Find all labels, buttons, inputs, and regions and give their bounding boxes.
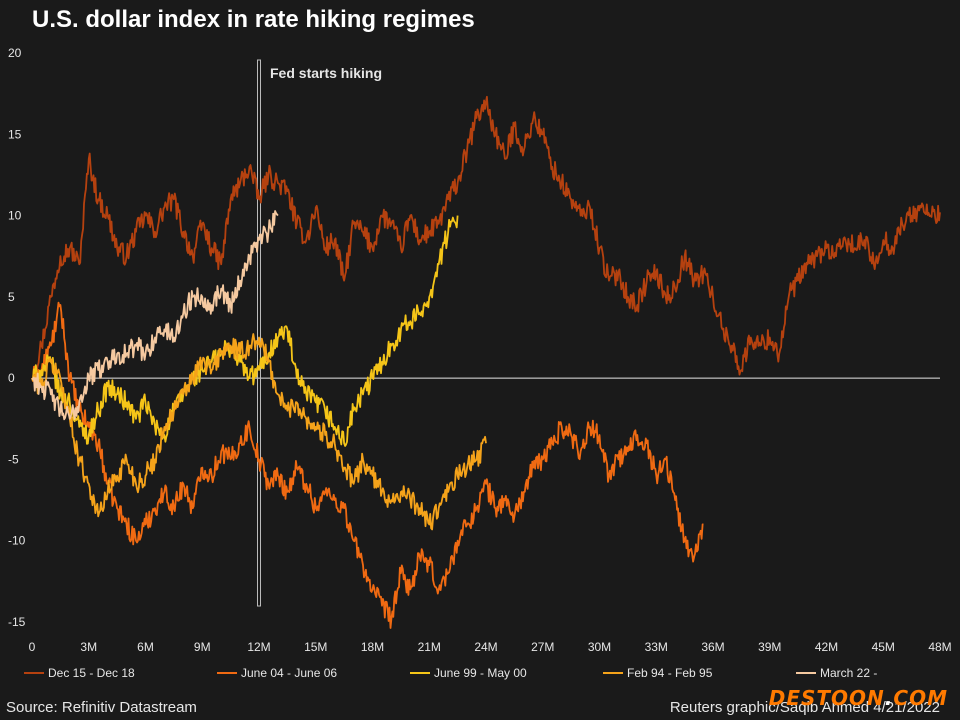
series-line-0 <box>31 95 941 382</box>
legend: Dec 15 - Dec 18 June 04 - June 06 June 99 … <box>24 666 960 680</box>
y-tick-label: -10 <box>8 534 26 548</box>
legend-label: Feb 94 - Feb 95 <box>627 666 713 680</box>
legend-item: Dec 15 - Dec 18 <box>24 666 217 680</box>
x-tick-label: 15M <box>304 640 327 654</box>
x-tick-label: 36M <box>701 640 724 654</box>
x-tick-label: 3M <box>80 640 97 654</box>
credit-note: Reuters graphic/Saqib Ahmed 4/21/2022 <box>669 699 940 716</box>
y-tick-label: 20 <box>8 46 22 60</box>
legend-item: March 22 - <box>796 666 960 680</box>
legend-label: June 04 - June 06 <box>241 666 338 680</box>
x-tick-label: 0 <box>29 640 36 654</box>
y-tick-label: -15 <box>8 615 26 629</box>
x-tick-label: 42M <box>815 640 838 654</box>
fed-hiking-marker <box>257 59 261 607</box>
y-axis-ticks: -15 -10 -5 0 5 10 15 20 <box>8 46 26 629</box>
legend-item: June 04 - June 06 <box>217 666 410 680</box>
legend-swatch <box>796 672 816 674</box>
legend-swatch <box>217 672 237 674</box>
source-note: Source: Refinitiv Datastream <box>6 699 197 716</box>
x-tick-label: 12M <box>247 640 270 654</box>
annotation-label: Fed starts hiking <box>270 65 382 81</box>
y-tick-label: -5 <box>8 452 19 466</box>
series-lines <box>31 95 941 629</box>
legend-label: March 22 - <box>820 666 878 680</box>
x-tick-label: 45M <box>872 640 895 654</box>
watermark-suffix: COM <box>893 686 948 710</box>
chart-title: U.S. dollar index in rate hiking regimes <box>32 6 475 33</box>
x-tick-label: 33M <box>645 640 668 654</box>
x-tick-label: 9M <box>194 640 211 654</box>
x-tick-label: 18M <box>361 640 384 654</box>
legend-item: Feb 94 - Feb 95 <box>603 666 796 680</box>
x-tick-label: 48M <box>928 640 951 654</box>
series-line-1 <box>31 301 704 629</box>
annotation-group: Fed starts hiking <box>257 59 382 607</box>
y-tick-label: 10 <box>8 209 22 223</box>
x-tick-label: 39M <box>758 640 781 654</box>
x-tick-label: 27M <box>531 640 554 654</box>
watermark-dot: . <box>884 686 894 710</box>
x-tick-label: 30M <box>588 640 611 654</box>
legend-label: Dec 15 - Dec 18 <box>48 666 135 680</box>
legend-swatch <box>603 672 623 674</box>
series-line-2 <box>31 215 459 447</box>
x-tick-label: 6M <box>137 640 154 654</box>
y-tick-label: 0 <box>8 371 15 385</box>
watermark-main: DESTOON <box>768 686 885 710</box>
x-axis-ticks: 0 3M 6M 9M 12M 15M 18M 21M 24M 27M 30M 33M 36M 39M 42M… <box>29 640 952 654</box>
legend-swatch <box>410 672 430 674</box>
legend-label: June 99 - May 00 <box>434 666 527 680</box>
x-tick-label: 24M <box>474 640 497 654</box>
y-tick-label: 15 <box>8 127 22 141</box>
series-line-3 <box>31 333 487 531</box>
legend-item: June 99 - May 00 <box>410 666 603 680</box>
legend-swatch <box>24 672 44 674</box>
y-tick-label: 5 <box>8 290 15 304</box>
x-tick-label: 21M <box>418 640 441 654</box>
watermark-logo: DESTOON.COM <box>769 686 948 710</box>
series-line-4 <box>31 210 279 421</box>
